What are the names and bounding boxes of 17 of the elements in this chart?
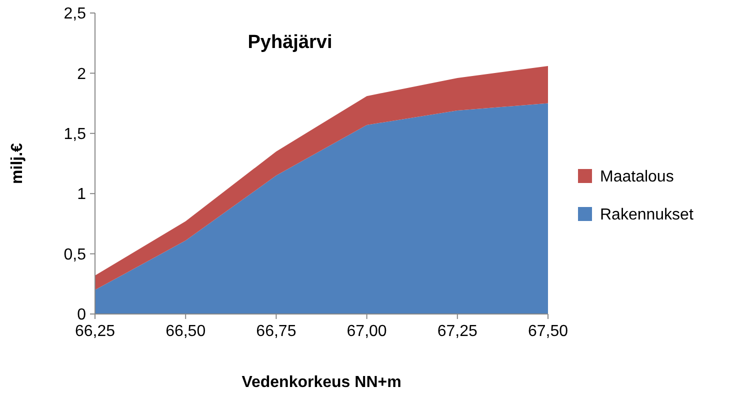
y-tick-label: 1 — [77, 186, 86, 204]
legend-label: Maatalous — [600, 168, 674, 186]
y-axis-title: milj.€ — [9, 142, 26, 184]
y-tick-label: 0,5 — [64, 246, 86, 264]
x-tick-label: 67,00 — [346, 323, 387, 340]
x-tick-label: 67,25 — [437, 323, 478, 340]
x-axis-title: Vedenkorkeus NN+m — [242, 374, 402, 391]
y-tick-label: 1,5 — [64, 126, 86, 143]
x-tick-label: 67,50 — [528, 323, 568, 340]
x-tick-label: 66,75 — [256, 323, 296, 340]
x-tick-label: 66,50 — [166, 323, 206, 340]
text: Pyhäjärvi — [248, 32, 332, 53]
x-tick-label: 66,25 — [74, 323, 116, 340]
y-tick-label: 2 — [77, 66, 86, 83]
y-tick-label: 0 — [77, 306, 86, 324]
y-tick-label: 2,5 — [64, 6, 86, 23]
legend-label: Rakennukset — [600, 206, 694, 224]
